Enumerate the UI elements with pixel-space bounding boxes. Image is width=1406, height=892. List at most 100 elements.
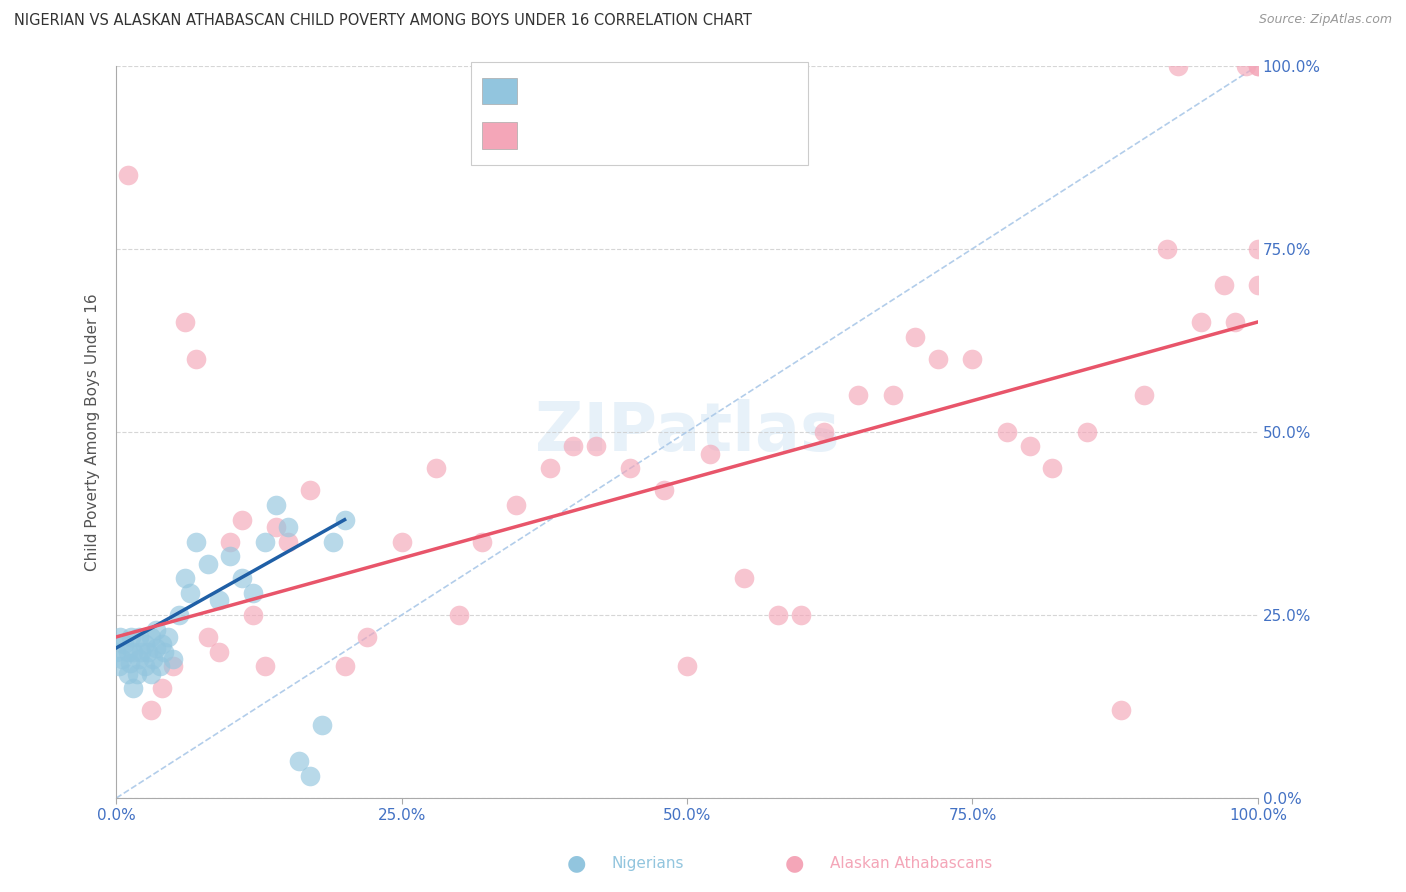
Point <box>128 652 150 666</box>
Point <box>276 534 298 549</box>
Point <box>139 630 162 644</box>
Point <box>505 498 527 512</box>
Point <box>208 593 231 607</box>
Point <box>1223 315 1246 329</box>
Text: R = 0.364   N = 45: R = 0.364 N = 45 <box>527 82 711 100</box>
Point <box>111 652 134 666</box>
Point <box>391 534 413 549</box>
Point <box>149 659 172 673</box>
Point <box>264 520 287 534</box>
Point <box>846 388 869 402</box>
Point <box>333 513 356 527</box>
Point <box>447 607 470 622</box>
Point <box>122 644 145 658</box>
Point <box>150 637 173 651</box>
Point <box>150 681 173 696</box>
Point <box>173 315 195 329</box>
Point <box>112 637 135 651</box>
Point <box>120 630 142 644</box>
Point <box>107 659 129 673</box>
Point <box>619 461 641 475</box>
Point <box>219 534 242 549</box>
Point <box>1247 278 1270 293</box>
Point <box>538 461 561 475</box>
Y-axis label: Child Poverty Among Boys Under 16: Child Poverty Among Boys Under 16 <box>86 293 100 571</box>
Point <box>117 169 139 183</box>
Point <box>264 498 287 512</box>
Text: Source: ZipAtlas.com: Source: ZipAtlas.com <box>1258 13 1392 27</box>
Point <box>128 630 150 644</box>
Point <box>173 571 195 585</box>
Point <box>131 644 153 658</box>
Text: R =  0.518   N = 54: R = 0.518 N = 54 <box>527 127 718 145</box>
Point <box>153 644 176 658</box>
Point <box>995 425 1018 439</box>
Point <box>186 534 208 549</box>
Point <box>904 329 927 343</box>
Point <box>139 666 162 681</box>
Point <box>1236 59 1258 73</box>
Point <box>125 666 148 681</box>
Point <box>242 586 264 600</box>
Point <box>1212 278 1234 293</box>
Point <box>1167 59 1189 73</box>
Point <box>162 652 184 666</box>
Point <box>1247 242 1270 256</box>
Point <box>288 755 311 769</box>
Point <box>927 351 949 366</box>
Point <box>1018 440 1040 454</box>
Point <box>733 571 755 585</box>
Point <box>118 656 141 670</box>
Point <box>186 351 208 366</box>
Point <box>231 513 253 527</box>
Point <box>471 534 494 549</box>
Point <box>676 659 699 673</box>
Point <box>311 718 333 732</box>
Point <box>333 659 356 673</box>
Point <box>1109 703 1132 717</box>
Point <box>882 388 904 402</box>
Point <box>105 644 128 658</box>
Point <box>117 644 139 658</box>
Point <box>208 644 231 658</box>
Point <box>136 644 159 658</box>
Text: Nigerians: Nigerians <box>612 856 685 871</box>
Point <box>276 520 298 534</box>
Point <box>145 640 167 655</box>
Point <box>1189 315 1212 329</box>
Point <box>1040 461 1063 475</box>
Point <box>156 630 179 644</box>
Point <box>179 586 201 600</box>
Point <box>117 666 139 681</box>
Point <box>108 630 131 644</box>
Point <box>253 534 276 549</box>
Point <box>162 659 184 673</box>
Point <box>253 659 276 673</box>
Point <box>231 571 253 585</box>
Point <box>585 440 607 454</box>
Point <box>813 425 835 439</box>
Text: ZIPatlas: ZIPatlas <box>534 399 839 465</box>
Point <box>1247 59 1270 73</box>
Point <box>134 659 156 673</box>
Text: NIGERIAN VS ALASKAN ATHABASCAN CHILD POVERTY AMONG BOYS UNDER 16 CORRELATION CHA: NIGERIAN VS ALASKAN ATHABASCAN CHILD POV… <box>14 13 752 29</box>
Point <box>356 630 378 644</box>
Point <box>219 549 242 564</box>
Point <box>1076 425 1098 439</box>
Point <box>139 703 162 717</box>
Point <box>122 681 145 696</box>
Point <box>197 557 219 571</box>
Text: ●: ● <box>567 854 586 873</box>
Point <box>197 630 219 644</box>
Point <box>561 440 583 454</box>
Point <box>425 461 447 475</box>
Point <box>652 483 675 498</box>
Point <box>299 769 322 783</box>
Point <box>299 483 322 498</box>
Point <box>1132 388 1154 402</box>
Point <box>242 607 264 622</box>
Point <box>1156 242 1178 256</box>
Point <box>142 652 165 666</box>
Text: Alaskan Athabascans: Alaskan Athabascans <box>830 856 991 871</box>
Point <box>768 607 790 622</box>
